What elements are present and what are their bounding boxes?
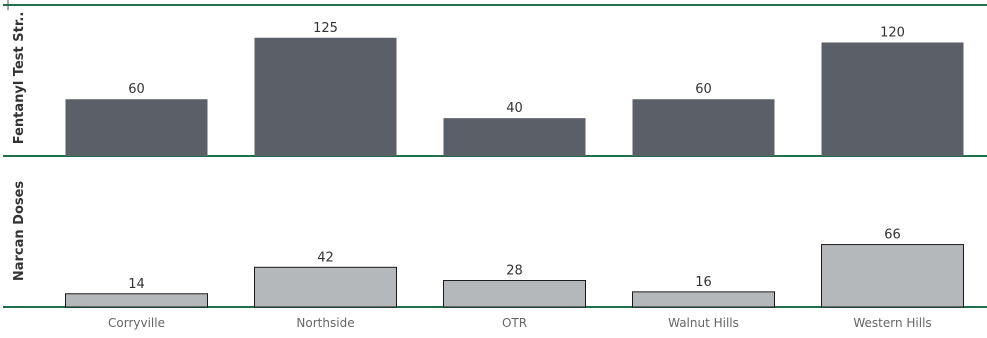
- bar-1-3: [632, 291, 775, 308]
- bar-1-0: [65, 293, 208, 308]
- bars: [65, 37, 964, 308]
- bar-1-2: [443, 280, 586, 308]
- bar-value-label-0-1: 125: [313, 21, 338, 36]
- bar-value-label-1-3: 16: [695, 275, 712, 290]
- category-label-3: Walnut Hills: [668, 316, 739, 330]
- bar-value-label-1-4: 66: [884, 228, 901, 243]
- bar-value-label-1-0: 14: [128, 277, 145, 292]
- bar-value-label-0-2: 40: [506, 101, 523, 116]
- bar-value-label-1-2: 28: [506, 264, 523, 279]
- row-label-0: Fentanyl Test Str..: [12, 12, 27, 145]
- bar-value-label-0-0: 60: [128, 82, 145, 97]
- category-label-0: Corryville: [108, 316, 165, 330]
- bar-value-label-0-3: 60: [695, 82, 712, 97]
- bar-value-label-0-4: 120: [880, 25, 905, 40]
- bar-0-0: [65, 99, 208, 156]
- bar-0-1: [254, 37, 397, 156]
- bar-0-3: [632, 99, 775, 156]
- category-label-4: Western Hills: [853, 316, 931, 330]
- labels: Fentanyl Test Str.. Narcan Doses 60 125 40 60…: [12, 12, 932, 330]
- bar-0-4: [821, 42, 964, 157]
- category-label-1: Northside: [296, 316, 354, 330]
- bar-0-2: [443, 118, 586, 156]
- bar-value-label-1-1: 42: [317, 250, 334, 265]
- bar-1-4: [821, 244, 964, 308]
- category-label-2: OTR: [502, 316, 527, 330]
- bar-1-1: [254, 266, 397, 308]
- row-label-1: Narcan Doses: [12, 181, 27, 282]
